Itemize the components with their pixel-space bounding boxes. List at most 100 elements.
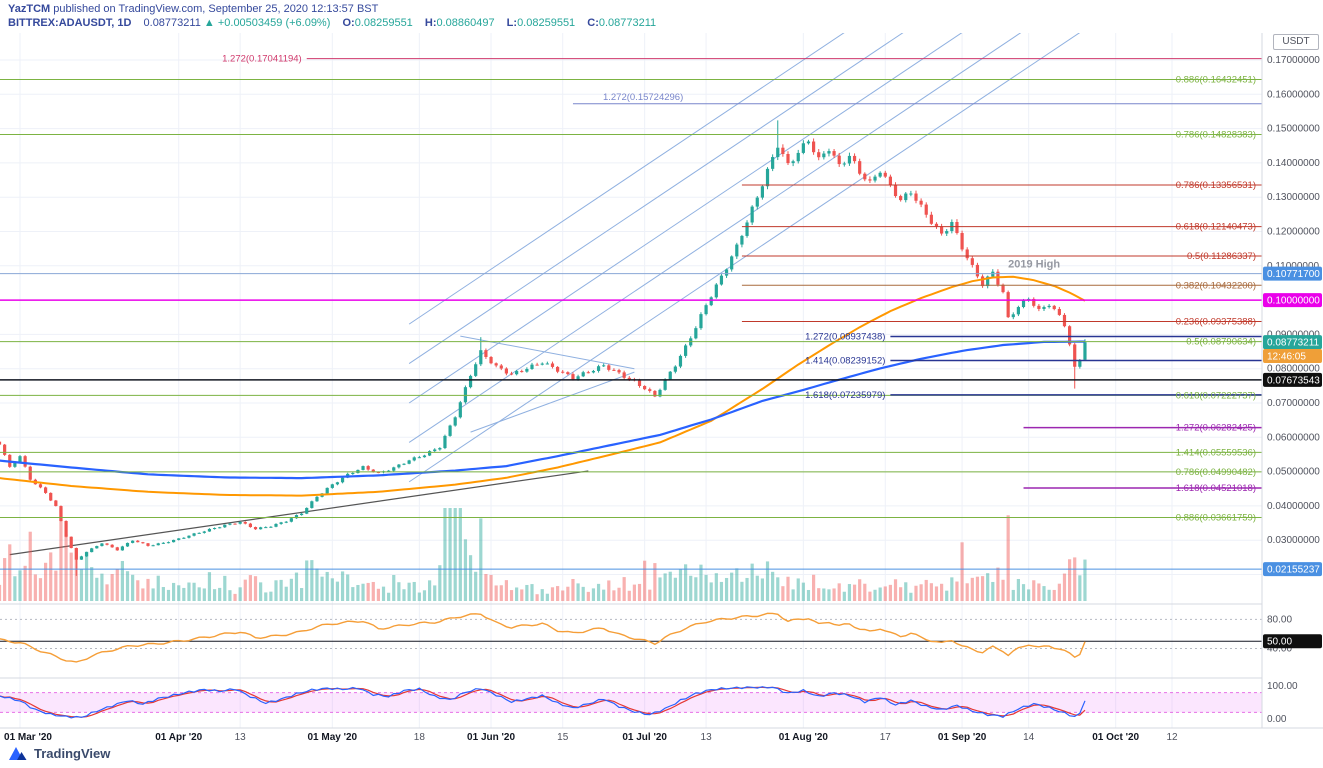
time-tick-label: 01 May '20 [307, 732, 357, 743]
indicator-tick-label: 40.00 [1267, 643, 1292, 654]
ascending-channel-lines[interactable] [408, 0, 1208, 483]
annotation-2019-high: 2019 High [1008, 259, 1060, 271]
time-tick-label: 12 [1166, 732, 1178, 743]
ma-orange-line[interactable] [0, 275, 1086, 497]
stochastic-pane [0, 686, 1262, 719]
open-label: O: [342, 17, 355, 29]
fib-label: 0.786(0.13356531) [1176, 180, 1256, 191]
fib-label: 1.272(0.06282425) [1176, 423, 1256, 434]
axis-price-chip: 0.10771700 [1267, 269, 1320, 280]
price-tick-label: 0.05000000 [1267, 467, 1320, 478]
fib-label: 0.786(0.04990482) [1176, 467, 1256, 478]
fib-level-labels: 1.272(0.17041194) 0.886(0.16432451) 1.272(… [222, 54, 1256, 524]
time-tick-label: 01 Jul '20 [622, 732, 667, 743]
time-tick-label: 13 [235, 732, 247, 743]
fib-label: 0.886(0.03661759) [1176, 513, 1256, 524]
open-value: 0.08259551 [354, 17, 413, 29]
volume-series [0, 508, 1087, 601]
time-tick-label: 01 Aug '20 [779, 732, 829, 743]
fib-level-lines[interactable] [0, 58, 1262, 570]
publish-text: published on TradingView.com, September … [50, 3, 379, 15]
fib-label: 0.618(0.12140473) [1176, 222, 1256, 233]
time-axis-ticks: 01 Mar '20 01 Apr '20 13 01 May '20 18 01 Jun… [4, 732, 1178, 743]
high-label: H: [424, 17, 437, 29]
ma-blue-line[interactable] [0, 340, 1085, 480]
fib-label: 1.272(0.15724296) [603, 92, 683, 103]
rsi-pane [0, 612, 1262, 663]
axis-price-chip: 12:46:05 [1267, 352, 1306, 363]
author-name[interactable]: YazTCM [8, 3, 51, 15]
time-tick-label: 01 Apr '20 [155, 732, 202, 743]
close-label: C: [587, 17, 599, 29]
time-tick-label: 17 [880, 732, 892, 743]
time-tick-label: 01 Mar '20 [4, 732, 52, 743]
low-value: 0.08259551 [517, 17, 576, 29]
high-value: 0.08860497 [436, 17, 495, 29]
price-tick-label: 0.07000000 [1267, 398, 1320, 409]
fib-label: 1.618(0.07235979) [805, 390, 885, 401]
stoch-band [0, 692, 1262, 713]
time-tick-label: 14 [1023, 732, 1035, 743]
price-tick-label: 0.06000000 [1267, 432, 1320, 443]
price-tick-label: 0.09000000 [1267, 329, 1320, 340]
fib-label: 0.5(0.11286337) [1187, 251, 1256, 262]
price-tick-label: 0.04000000 [1267, 501, 1320, 512]
brand-wordmark: TradingView [34, 745, 111, 761]
axis-price-chip: 0.08773211 [1267, 338, 1320, 349]
tradingview-logo[interactable]: TradingView [8, 744, 110, 762]
low-label: L: [506, 17, 518, 29]
fib-label: 0.382(0.10432200) [1176, 280, 1256, 291]
price-axis-chips: 0.107717000.100000000.0877321112:46:050.… [1263, 266, 1322, 649]
price-tick-label: 0.08000000 [1267, 364, 1320, 375]
fib-label: 1.272(0.17041194) [222, 54, 302, 65]
candlestick-series [0, 120, 1087, 576]
currency-axis-label[interactable]: USDT [1273, 34, 1319, 50]
main-price-pane [0, 0, 1262, 601]
time-tick-label: 01 Jun '20 [467, 732, 515, 743]
fib-label: 0.618(0.07222737) [1176, 390, 1256, 401]
time-tick-label: 13 [701, 732, 713, 743]
price-tick-label: 0.17000000 [1267, 55, 1320, 66]
indicator-tick-label: 80.00 [1267, 614, 1292, 625]
axis-price-chip: 50.00 [1267, 637, 1292, 648]
close-value: 0.08773211 [598, 17, 657, 29]
fib-label: 0.236(0.09375388) [1176, 317, 1256, 328]
time-axis-strip[interactable] [0, 728, 1323, 768]
fib-label: 1.618(0.04521018) [1176, 483, 1256, 494]
price-tick-label: 0.12000000 [1267, 227, 1320, 238]
last-price: 0.08773211 [143, 17, 201, 29]
axis-price-chip: 0.10000000 [1267, 296, 1320, 307]
time-tick-label: 15 [557, 732, 569, 743]
fib-label: 0.5(0.08790634) [1186, 337, 1256, 348]
fib-label: 1.272(0.08937438) [805, 332, 885, 343]
publish-info-bar: YazTCM published on TradingView.com, Sep… [8, 3, 378, 15]
price-tick-label: 0.15000000 [1267, 124, 1320, 135]
axis-price-chip: 0.07673543 [1267, 375, 1320, 386]
rsi-line[interactable] [0, 612, 1086, 663]
tradingview-mountains-icon [9, 747, 27, 760]
stoch-k-line[interactable] [0, 686, 1086, 719]
fib-label: 1.414(0.08239152) [805, 355, 885, 366]
price-tick-label: 0.03000000 [1267, 535, 1320, 546]
fib-label: 0.786(0.14828383) [1176, 129, 1256, 140]
price-tick-label: 0.16000000 [1267, 89, 1320, 100]
fib-label: 1.414(0.05559536) [1176, 447, 1256, 458]
pennant-line[interactable] [470, 371, 635, 433]
price-tick-label: 0.14000000 [1267, 158, 1320, 169]
up-arrow-icon: ▲ [203, 17, 215, 29]
indicator-tick-label: 100.00 [1267, 681, 1298, 692]
time-tick-label: 18 [414, 732, 426, 743]
indicator-tick-label: 0.00 [1267, 714, 1287, 725]
support-trendline[interactable] [9, 470, 589, 556]
fib-label: 0.886(0.16432451) [1176, 74, 1256, 85]
price-tick-label: 0.13000000 [1267, 192, 1320, 203]
symbol-info-bar: BITTREX:ADAUSDT, 1D 0.08773211 ▲ +0.0050… [8, 17, 656, 29]
stoch-d-line[interactable] [0, 686, 1086, 718]
symbol-name[interactable]: BITTREX:ADAUSDT, 1D [8, 17, 132, 29]
axis-price-chip: 0.02155237 [1267, 565, 1320, 576]
price-tick-label: 0.11000000 [1267, 261, 1320, 272]
time-tick-label: 01 Oct '20 [1092, 732, 1139, 743]
